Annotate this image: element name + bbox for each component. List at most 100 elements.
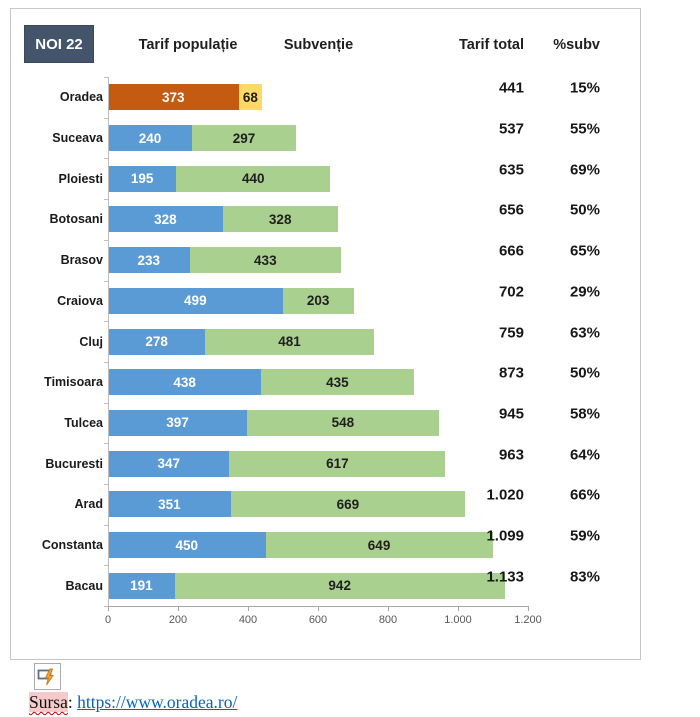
bar-segment-tarif-populatie: 397 — [108, 409, 247, 436]
chart-row: Ploiesti 195 440 635 69% — [11, 158, 640, 199]
tarif-total-value: 1.099 — [486, 527, 524, 545]
tarif-total-value: 635 — [498, 161, 524, 179]
tarif-total-value: 537 — [498, 120, 524, 138]
source-line: Sursa: https://www.oradea.ro/ — [29, 692, 237, 713]
tarif-total-value: 702 — [498, 283, 524, 301]
x-axis-tick-label: 1.000 — [444, 614, 472, 627]
category-label: Bacau — [65, 578, 103, 593]
chart-row: Oradea 373 68 441 15% — [11, 77, 640, 118]
x-axis-tick-label: 400 — [238, 614, 258, 627]
bar-segment-tarif-populatie: 499 — [108, 287, 283, 314]
pct-subv-value: 64% — [569, 446, 600, 464]
stacked-bar: 347 617 — [108, 450, 446, 477]
y-axis-tick — [104, 524, 108, 526]
category-label: Botosani — [49, 212, 103, 227]
tarif-total-value: 666 — [498, 242, 524, 260]
bar-segment-tarif-populatie: 328 — [108, 206, 223, 233]
pct-subv-value: 63% — [569, 324, 600, 342]
x-axis-tick — [178, 607, 179, 612]
bar-segment-tarif-populatie: 240 — [108, 125, 192, 152]
y-axis-tick — [104, 484, 108, 485]
y-axis-tick — [104, 402, 108, 404]
column-header-subventie: Subvenție — [283, 37, 354, 53]
source-label: Sursa — [29, 692, 68, 712]
x-axis-tick — [388, 607, 389, 612]
tarif-total-value: 1.133 — [486, 568, 524, 586]
chart-row: Tulcea 397 548 945 58% — [11, 403, 640, 444]
x-axis-tick-label: 0 — [104, 614, 112, 627]
chart-row: Bacau 191 942 1.133 83% — [11, 565, 640, 606]
category-label: Bucuresti — [45, 456, 103, 471]
stacked-bar: 397 548 — [108, 409, 439, 436]
x-axis-tick — [528, 607, 529, 612]
bar-segment-subventie: 669 — [230, 491, 465, 518]
bar-segment-tarif-populatie: 438 — [108, 369, 262, 396]
y-axis-tick — [104, 321, 108, 323]
pct-subv-value: 66% — [569, 486, 600, 504]
autocorrect-options-button[interactable] — [34, 663, 61, 690]
tarif-total-value: 656 — [498, 201, 524, 219]
column-header-pct-subv: %subv — [553, 37, 600, 53]
stacked-bar: 191 942 — [108, 572, 505, 599]
source-separator: : — [67, 692, 78, 712]
bar-segment-tarif-populatie: 347 — [108, 450, 230, 477]
column-header-tarif-populatie: Tarif populație — [138, 37, 238, 53]
category-label: Constanta — [41, 538, 103, 553]
x-axis-tick-label: 200 — [168, 614, 188, 627]
column-header-tarif-total: Tarif total — [459, 37, 524, 53]
y-axis-tick — [104, 239, 108, 241]
y-axis-tick — [104, 443, 108, 445]
tarif-total-value: 1.020 — [486, 486, 524, 504]
category-label: Tulcea — [64, 415, 103, 430]
bar-segment-subventie: 481 — [205, 328, 374, 355]
pct-subv-value: 50% — [569, 364, 600, 382]
x-axis-tick-label: 600 — [308, 614, 328, 627]
bar-segment-tarif-populatie: 351 — [108, 491, 231, 518]
stacked-bar: 278 481 — [108, 328, 374, 355]
chart-plot: Oradea 373 68 441 15% Suceava 240 297 537 55% Ploi… — [11, 9, 640, 659]
category-label: Craiova — [57, 293, 103, 308]
category-label: Cluj — [79, 334, 103, 349]
y-axis-tick — [104, 361, 108, 363]
y-axis-tick — [104, 117, 108, 119]
y-axis-tick — [104, 77, 108, 78]
bar-segment-tarif-populatie: 373 — [108, 84, 239, 111]
chart-frame: NOI 22 Tarif populație Subvenție Tarif t… — [10, 8, 641, 660]
pct-subv-value: 83% — [569, 568, 600, 586]
chart-row: Brasov 233 433 666 65% — [11, 240, 640, 281]
x-axis-tick-label: 800 — [378, 614, 398, 627]
chart-row: Arad 351 669 1.020 66% — [11, 484, 640, 525]
pct-subv-value: 69% — [569, 161, 600, 179]
bar-segment-tarif-populatie: 233 — [108, 247, 190, 274]
y-axis-tick — [104, 158, 108, 160]
bar-segment-subventie: 433 — [189, 247, 342, 274]
tarif-total-value: 873 — [498, 364, 524, 382]
stacked-bar: 450 649 — [108, 532, 493, 559]
y-axis-tick — [104, 280, 108, 282]
x-axis-tick — [458, 607, 459, 612]
stacked-bar: 438 435 — [108, 369, 414, 396]
category-label: Brasov — [60, 253, 103, 268]
tarif-total-value: 441 — [498, 79, 524, 97]
x-axis-tick — [108, 607, 109, 612]
stacked-bar: 499 203 — [108, 287, 354, 314]
bar-segment-tarif-populatie: 195 — [108, 165, 177, 192]
bar-segment-subventie: 435 — [261, 369, 414, 396]
chart-row: Constanta 450 649 1.099 59% — [11, 525, 640, 566]
pct-subv-value: 50% — [569, 201, 600, 219]
bar-segment-subventie: 203 — [282, 287, 354, 314]
source-link[interactable]: https://www.oradea.ro/ — [77, 692, 238, 712]
category-label: Arad — [74, 497, 103, 512]
stacked-bar: 373 68 — [108, 84, 263, 111]
stacked-bar: 328 328 — [108, 206, 338, 233]
pct-subv-value: 15% — [569, 79, 600, 97]
bar-segment-subventie: 548 — [246, 409, 439, 436]
pct-subv-value: 65% — [569, 242, 600, 260]
chart-row: Timisoara 438 435 873 50% — [11, 362, 640, 403]
pct-subv-value: 58% — [569, 405, 600, 423]
bar-segment-subventie: 328 — [222, 206, 338, 233]
chart-row: Craiova 499 203 702 29% — [11, 281, 640, 322]
y-axis-line — [108, 77, 109, 607]
y-axis-tick — [104, 606, 108, 608]
chart-row: Botosani 328 328 656 50% — [11, 199, 640, 240]
